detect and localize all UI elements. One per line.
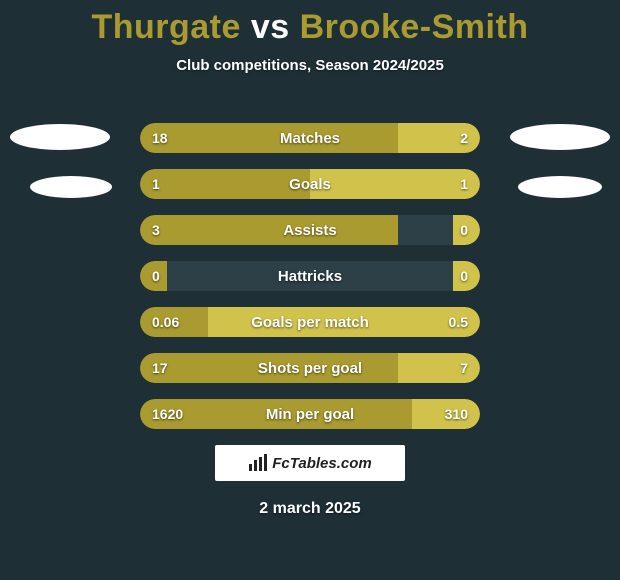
stat-val-left: 3 xyxy=(152,215,160,245)
stat-bar-left xyxy=(140,169,310,199)
stat-val-right: 0.5 xyxy=(449,307,468,337)
stat-bar-left xyxy=(140,353,398,383)
vs-text: vs xyxy=(251,8,290,46)
decorative-ellipse xyxy=(518,176,602,198)
player2-name: Brooke-Smith xyxy=(300,8,529,46)
stat-val-right: 1 xyxy=(460,169,468,199)
stat-val-left: 0 xyxy=(152,261,160,291)
logo-text: FcTables.com xyxy=(272,455,371,472)
stat-row: 177Shots per goal xyxy=(140,353,480,383)
player1-name: Thurgate xyxy=(91,8,240,46)
stat-row: 30Assists xyxy=(140,215,480,245)
stat-row: 11Goals xyxy=(140,169,480,199)
stat-bar-left xyxy=(140,123,398,153)
stat-val-left: 1620 xyxy=(152,399,183,429)
logo-chart-icon xyxy=(248,454,268,472)
comparison-title: Thurgate vs Brooke-Smith xyxy=(0,0,620,47)
stat-bars-container: 182Matches11Goals30Assists00Hattricks0.0… xyxy=(140,123,480,445)
stat-val-left: 1 xyxy=(152,169,160,199)
stat-bar-right xyxy=(310,169,480,199)
stat-val-left: 17 xyxy=(152,353,168,383)
fctables-logo: FcTables.com xyxy=(215,445,405,481)
date-text: 2 march 2025 xyxy=(0,500,620,518)
stat-val-right: 0 xyxy=(460,215,468,245)
stat-bar-right xyxy=(208,307,480,337)
stat-val-right: 7 xyxy=(460,353,468,383)
stat-val-left: 18 xyxy=(152,123,168,153)
decorative-ellipse xyxy=(510,124,610,150)
stat-val-left: 0.06 xyxy=(152,307,179,337)
stat-row: 00Hattricks xyxy=(140,261,480,291)
subtitle: Club competitions, Season 2024/2025 xyxy=(0,57,620,74)
stat-row: 0.060.5Goals per match xyxy=(140,307,480,337)
stat-bar-left xyxy=(140,215,398,245)
stat-bar-bg xyxy=(140,261,480,291)
decorative-ellipse xyxy=(30,176,112,198)
stat-val-right: 310 xyxy=(445,399,468,429)
stat-val-right: 0 xyxy=(460,261,468,291)
stat-row: 182Matches xyxy=(140,123,480,153)
stat-row: 1620310Min per goal xyxy=(140,399,480,429)
stat-val-right: 2 xyxy=(460,123,468,153)
decorative-ellipse xyxy=(10,124,110,150)
